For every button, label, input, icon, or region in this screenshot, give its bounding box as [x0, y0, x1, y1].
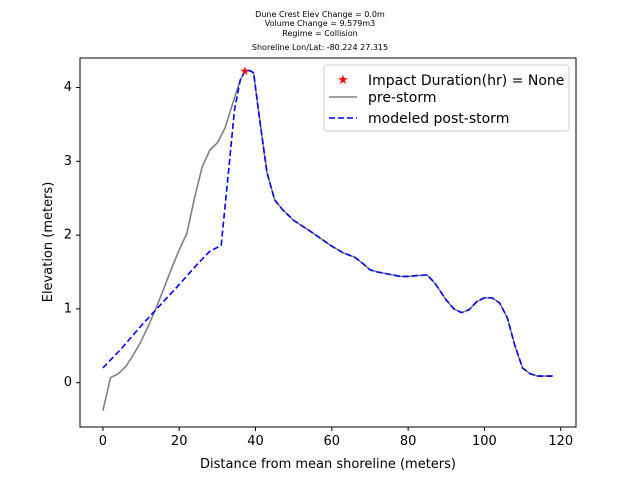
- impact-marker-star-icon: ★: [239, 64, 250, 78]
- x-tick-label: 80: [400, 434, 417, 449]
- x-tick-label: 20: [171, 434, 188, 449]
- title-line-4: Shoreline Lon/Lat: -80.224 27.315: [252, 43, 388, 52]
- x-tick-label: 100: [472, 434, 497, 449]
- legend: ★ Impact Duration(hr) = None pre-storm m…: [323, 64, 570, 132]
- title-line-2: Volume Change = 9.579m3: [265, 19, 376, 28]
- legend-star-icon: ★: [337, 73, 349, 88]
- x-tick-label: 60: [324, 434, 341, 449]
- y-tick-label: 2: [64, 228, 72, 243]
- y-axis-ticks: 0 1 2 3 4: [64, 80, 80, 390]
- y-tick-label: 0: [64, 375, 72, 390]
- x-tick-label: 40: [247, 434, 264, 449]
- legend-label-impact: Impact Duration(hr) = None: [368, 73, 564, 89]
- plot-frame: [79, 57, 577, 428]
- legend-box: [323, 64, 570, 132]
- chart-title: Dune Crest Elev Change = 0.0m Volume Cha…: [252, 10, 388, 52]
- x-axis-ticks: 0 20 40 60 80 100 120: [99, 427, 573, 449]
- title-line-1: Dune Crest Elev Change = 0.0m: [255, 10, 385, 19]
- series-line-post-storm: [102, 69, 554, 377]
- x-tick-label: 120: [548, 434, 573, 449]
- y-axis-label: Elevation (meters): [41, 182, 56, 303]
- x-axis-label: Distance from mean shoreline (meters): [200, 457, 456, 472]
- y-tick-label: 3: [64, 154, 72, 169]
- legend-label-post-storm: modeled post-storm: [368, 111, 509, 127]
- series-layer: ★: [102, 64, 554, 411]
- y-tick-label: 1: [64, 301, 72, 316]
- x-tick-label: 0: [99, 434, 107, 449]
- title-line-3: Regime = Collision: [282, 29, 357, 38]
- y-tick-label: 4: [64, 80, 72, 95]
- legend-label-pre-storm: pre-storm: [368, 90, 437, 106]
